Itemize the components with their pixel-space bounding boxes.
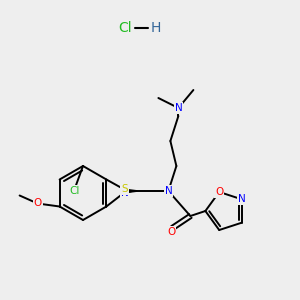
Text: Cl: Cl: [70, 186, 80, 196]
Text: N: N: [164, 186, 172, 196]
Text: Cl: Cl: [118, 21, 132, 35]
Text: N: N: [238, 194, 245, 204]
Text: O: O: [34, 199, 42, 208]
Text: N: N: [175, 103, 182, 113]
Text: O: O: [167, 227, 175, 237]
Text: S: S: [121, 184, 128, 194]
Text: N: N: [121, 188, 128, 197]
Text: H: H: [151, 21, 161, 35]
Text: O: O: [215, 187, 223, 197]
